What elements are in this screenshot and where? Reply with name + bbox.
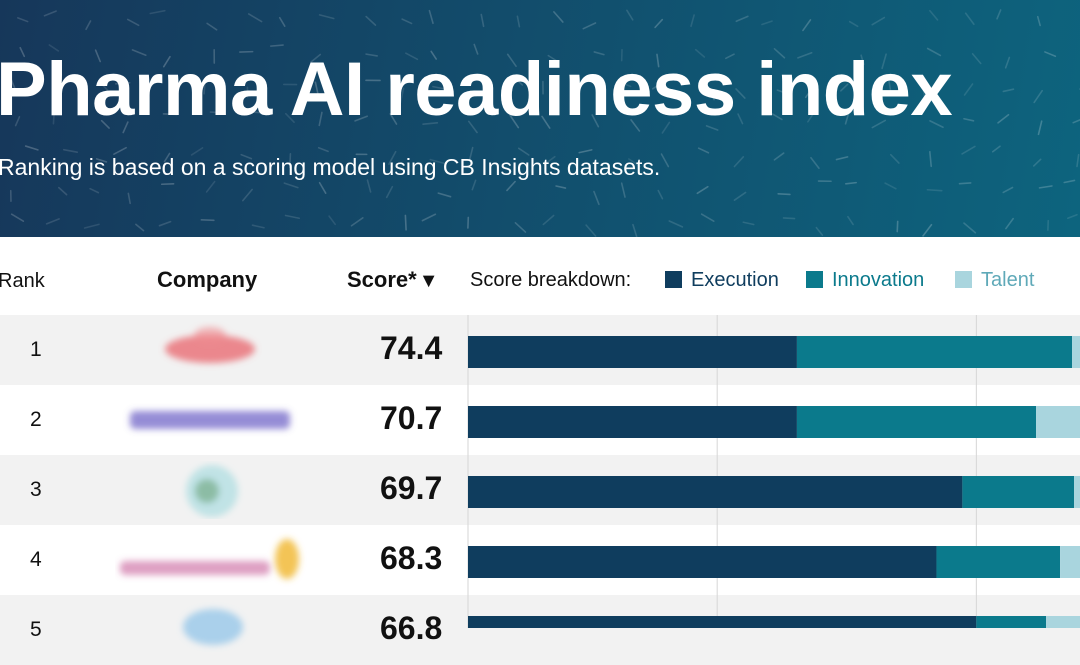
bar-innovation-rank-5[interactable] xyxy=(976,616,1046,628)
bar-innovation-rank-3[interactable] xyxy=(962,476,1074,508)
bar-talent-rank-3[interactable] xyxy=(1074,476,1080,508)
bar-talent-rank-2[interactable] xyxy=(1036,406,1080,438)
bar-execution-rank-4[interactable] xyxy=(468,546,936,578)
bar-innovation-rank-2[interactable] xyxy=(797,406,1036,438)
bar-talent-rank-5[interactable] xyxy=(1046,616,1080,628)
bar-innovation-rank-1[interactable] xyxy=(797,336,1072,368)
bar-execution-rank-1[interactable] xyxy=(468,336,797,368)
bar-talent-rank-4[interactable] xyxy=(1060,546,1080,578)
bar-execution-rank-5[interactable] xyxy=(468,616,976,628)
bar-innovation-rank-4[interactable] xyxy=(936,546,1060,578)
bar-execution-rank-2[interactable] xyxy=(468,406,797,438)
bar-execution-rank-3[interactable] xyxy=(468,476,962,508)
score-breakdown-chart xyxy=(0,0,1080,628)
bar-talent-rank-1[interactable] xyxy=(1072,336,1080,368)
